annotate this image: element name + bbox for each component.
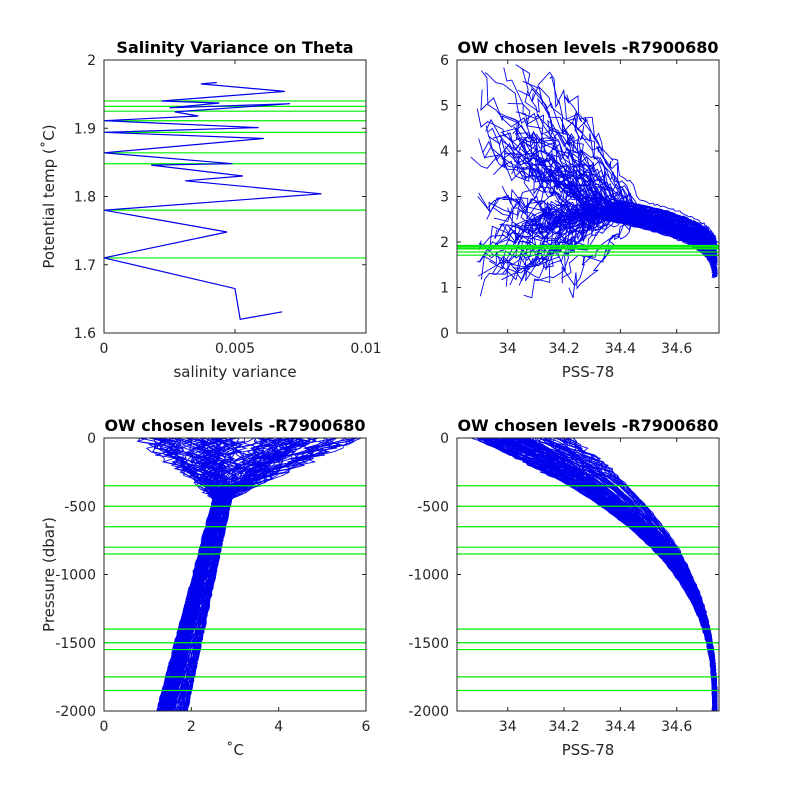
profile-line [173,438,239,711]
y-tick-label: -1500 [408,636,449,652]
profile-line [181,438,244,711]
profile-line [547,119,717,250]
profile-line [515,64,717,263]
profile-line [137,438,216,711]
profile-line [568,214,716,298]
x-tick-label: 34 [499,719,517,735]
y-tick-label: 1.6 [74,326,96,342]
x-tick-label: 34.4 [605,341,636,357]
x-axis-label: PSS-78 [562,741,615,759]
axes-frame [103,59,367,334]
y-tick-label: -1000 [55,568,96,584]
x-tick-label: 2 [187,719,196,735]
y-tick-label: -500 [64,499,96,515]
x-tick-label: 34.6 [661,719,692,735]
x-axis-label: PSS-78 [562,363,615,381]
y-tick-label: -500 [417,499,449,515]
x-axis-label: ˚C [226,741,244,759]
x-tick-label: 0.005 [215,341,255,357]
x-tick-label: 0.01 [350,341,381,357]
y-tick-label: 6 [440,53,449,69]
x-tick-label: 34.2 [548,719,579,735]
profile-line [543,159,716,252]
y-tick-label: -2000 [408,704,449,720]
profile-line [478,438,715,711]
chart-title: Salinity Variance on Theta [116,38,353,57]
panel-pressure-temperature: 0 2 4 6 -2000 -1500 -1000 -500 0 OW chosen levels… [40,416,371,759]
x-tick-label: 34.6 [661,341,692,357]
panel-pressure-salinity: 34 34.2 34.4 34.6 -2000 -1500 -1000 -500 0 OW cho… [408,416,720,759]
profile-line [183,438,355,711]
panel-salinity-variance: 0 0.005 0.01 1.6 1.7 1.8 1.9 2 Salinity Variance… [40,38,382,381]
y-tick-label: 5 [440,99,449,115]
profile-line [157,438,231,711]
y-tick-label: 1.8 [74,190,96,206]
profile-line [567,117,718,247]
x-tick-label: 0 [100,719,109,735]
y-tick-label: 3 [440,190,449,206]
y-tick-label: 0 [440,326,449,342]
chart-title: OW chosen levels -R7900680 [457,416,718,435]
y-axis-label: Potential temp (˚C) [40,124,58,268]
profile-line [172,438,224,711]
profile-line [178,438,229,711]
y-tick-label: 1 [440,281,449,297]
profile-line [515,438,717,711]
profile-line [484,438,716,711]
y-tick-label: -2000 [55,704,96,720]
y-axis-label: Pressure (dbar) [40,517,58,632]
profile-line [170,438,232,711]
y-tick-label: 2 [87,53,96,69]
x-tick-label: 34.4 [605,719,636,735]
y-tick-label: -1500 [55,636,96,652]
x-tick-label: 0 [100,341,109,357]
axes-frame [456,59,720,334]
profile-line [171,438,362,711]
profile-line [568,438,715,711]
y-tick-label: 1.7 [74,258,96,274]
x-tick-label: 4 [274,719,283,735]
x-tick-label: 6 [362,719,371,735]
y-tick-label: 2 [440,235,449,251]
chart-title: OW chosen levels -R7900680 [104,416,365,435]
axes-frame [456,437,720,712]
profile-line [484,72,716,251]
x-axis-label: salinity variance [173,363,296,381]
variance-line [104,81,322,320]
profile-line [154,438,225,711]
profile-line [137,438,218,711]
y-tick-label: 4 [440,144,449,160]
chart-title: OW chosen levels -R7900680 [457,38,718,57]
profile-line [478,138,716,273]
x-tick-label: 34 [499,341,517,357]
profile-line [170,438,235,711]
y-tick-label: 0 [440,431,449,447]
y-tick-label: 1.9 [74,121,96,137]
profile-line [518,87,716,257]
y-tick-label: -1000 [408,568,449,584]
x-tick-label: 34.2 [548,341,579,357]
profile-line [177,438,340,711]
y-tick-label: 0 [87,431,96,447]
axes-frame [103,437,367,712]
